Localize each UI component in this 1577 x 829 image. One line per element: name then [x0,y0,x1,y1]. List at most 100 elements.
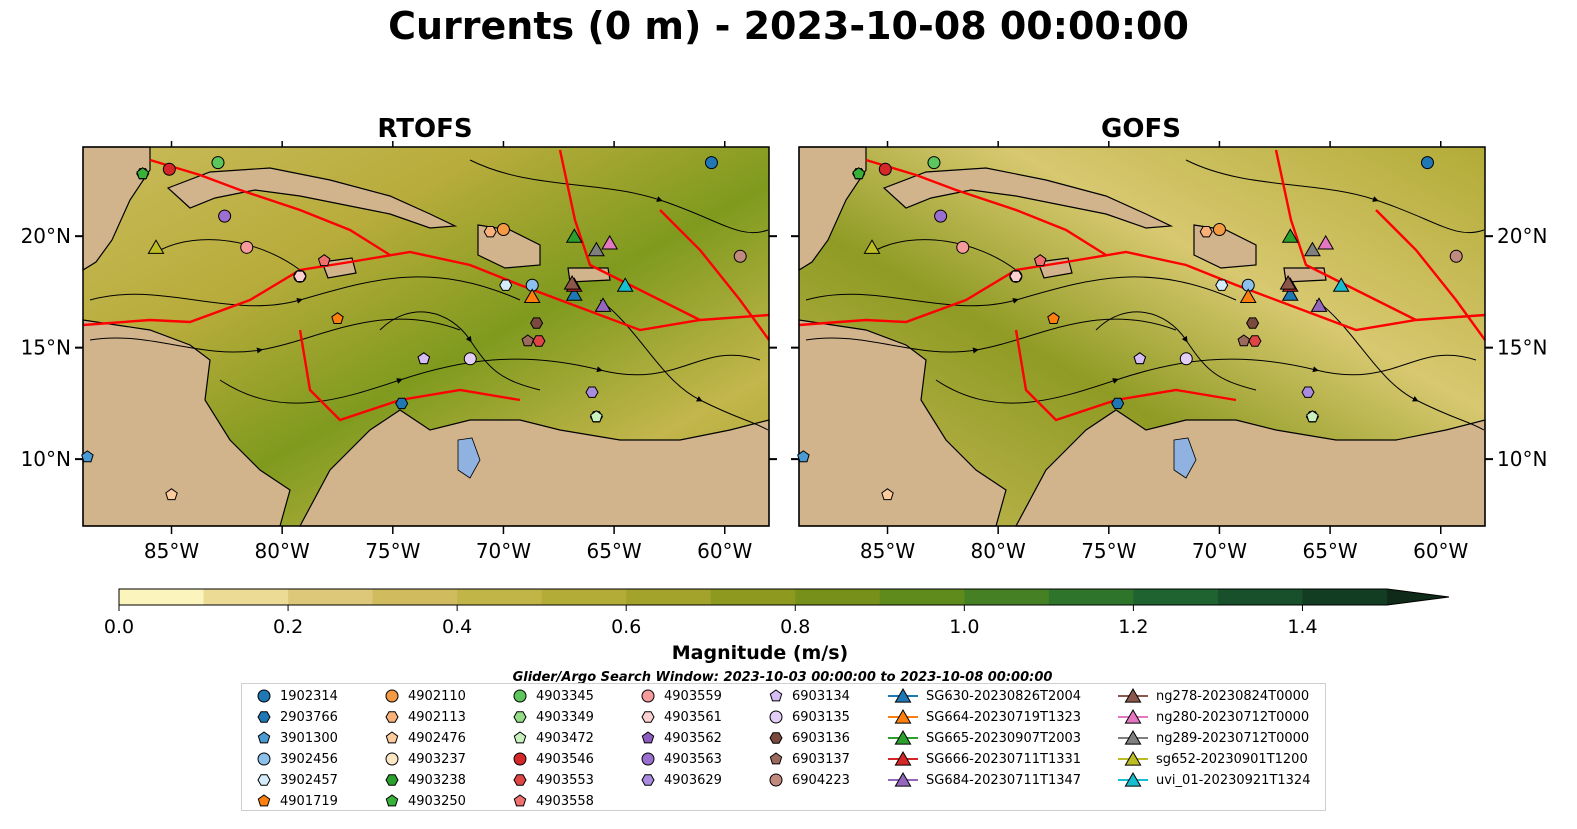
legend-label: 4903237 [408,751,466,767]
legend-label: 6903135 [792,709,850,725]
argo-float-marker [733,249,747,263]
argo-float-marker [496,222,510,236]
float-legend-icon [513,752,527,766]
platform-markers [81,156,747,501]
float-legend-icon [769,773,783,787]
legend-label: 3902456 [280,751,338,767]
float-legend-icon [769,752,783,765]
triangle-icon [1124,709,1142,724]
float-legend-icon [257,794,271,807]
glider-marker [587,241,605,257]
circle-icon [641,752,655,766]
legend-entry: ng289-20230712T0000 [1116,729,1309,747]
colorbar-segment [1302,589,1388,605]
colorbar-segment [1133,589,1219,605]
argo-float-marker [585,386,599,398]
platform-markers [797,156,1463,501]
legend-entry: 4903237 [382,750,466,768]
legend-label: 3902457 [280,772,338,788]
hexagon-icon [257,711,271,723]
circle-icon [385,689,399,703]
lon-tick-label: 65°W [1302,539,1357,563]
legend-entry: 4903563 [638,750,722,768]
legend-label: 4903558 [536,793,594,809]
colorbar-segment [288,589,374,605]
float-legend-icon [257,752,271,766]
argo-float-marker [1301,386,1315,398]
legend-entry: 4903345 [510,687,594,705]
legend-label: SG684-20230711T1347 [926,772,1082,788]
lat-tick-label: 20°N [21,224,71,248]
legend-entry: 4903250 [382,792,466,810]
argo-float-marker [1420,156,1434,170]
legend-label: 4903238 [408,772,466,788]
glider-marker [863,239,881,254]
argo-float-marker [1212,222,1226,236]
map-frame [82,146,770,527]
float-legend-icon [513,731,527,744]
legend-label: 4902110 [408,688,466,704]
legend-entry: 6903136 [766,729,850,747]
float-legend-icon [641,711,655,723]
hexagon-icon [641,711,655,723]
float-legend-icon [385,689,399,703]
glider-marker [565,286,583,301]
cuba-landmass [882,167,1174,229]
colorbar-tick-label: 1.4 [1287,616,1317,638]
circle-icon [385,752,399,766]
argo-float-marker [395,397,409,410]
legend-label: 4903559 [664,688,722,704]
map-panel-rtofs [81,146,770,527]
glider-marker [1332,277,1350,292]
hexagon-icon [257,774,271,786]
south-america-landmass [298,409,770,527]
hexagon-icon [769,732,783,744]
pentagon-icon [641,731,655,744]
float-legend-icon [641,774,655,786]
float-legend-icon [769,732,783,744]
maracaibo-lake [1173,437,1197,479]
float-legend-icon [257,731,271,744]
map-panel-gofs [797,146,1486,527]
argo-float-marker [590,410,603,423]
lon-tick-label: 65°W [586,539,641,563]
colorbar-segment [203,589,289,605]
float-legend-icon [769,710,783,724]
argo-float-marker [165,488,178,501]
legend-label: ng278-20230824T0000 [1156,688,1310,704]
glider-legend-icon [888,709,918,724]
argo-float-marker [1111,397,1125,410]
south-america-landmass [1014,409,1486,527]
legend-entry: 4902476 [382,729,466,747]
triangle-icon [1124,772,1142,787]
hexagon-icon [385,774,399,786]
hexagon-icon [385,711,399,723]
legend-entry: 4903546 [510,750,594,768]
pentagon-icon [385,794,399,807]
legend-entry: 3901300 [254,729,338,747]
legend-label: 4902476 [408,730,466,746]
argo-float-marker [81,450,94,463]
argo-float-marker [240,240,254,254]
pentagon-icon [513,794,527,807]
legend-entry: SG684-20230711T1347 [886,771,1081,789]
legend-entry: 4903349 [510,708,594,726]
eez-boundaries [798,149,1486,422]
float-legend-icon [641,689,655,703]
float-legend-icon [641,731,655,744]
legend-entry: 1902314 [254,687,338,705]
legend-entry: uvi_01-20230921T1324 [1116,771,1310,789]
legend-label: 4903349 [536,709,594,725]
colorbar-segment [964,589,1050,605]
glider-marker [1239,288,1257,303]
lon-tick-label: 85°W [860,539,915,563]
float-legend-icon [257,774,271,786]
triangle-icon [894,730,912,745]
legend-entry: 4903629 [638,771,722,789]
legend-entry: ng278-20230824T0000 [1116,687,1309,705]
legend-entry: ng280-20230712T0000 [1116,708,1309,726]
argo-float-marker [704,156,718,170]
colorbar-tick-label: 0.4 [442,616,472,638]
lat-tick-label: 20°N [1497,224,1547,248]
argo-float-marker [1033,254,1047,267]
